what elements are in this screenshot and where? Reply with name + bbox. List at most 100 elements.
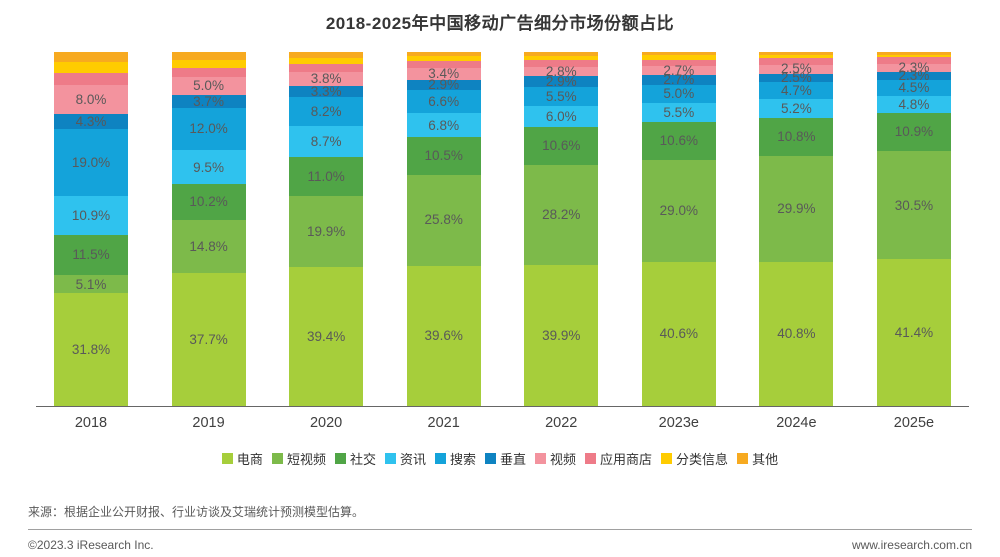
segment-value-label: 4.8% [898,96,930,112]
legend-swatch-other [737,453,749,464]
bar-segment-social: 11.5% [54,234,128,276]
legend-item-app-store: 应用商店 [585,449,652,468]
legend-swatch-classified-info [661,453,673,464]
segment-value-label: 29.0% [659,203,698,219]
legend-label-app-store: 应用商店 [600,452,653,467]
bar-segment-app-store [641,59,716,66]
segment-value-label: 29.9% [777,200,816,216]
bar-segment-vertical: 2.9% [524,75,599,88]
bar-segment-short-video: 14.8% [171,220,246,273]
segment-value-label: 31.8% [71,341,111,357]
bar-segment-classified-info [289,57,364,65]
segment-value-label: 39.6% [424,328,463,344]
legend-item-social: 社交 [334,449,376,468]
segment-value-label: 4.7% [780,83,812,99]
x-axis-label-2024e: 2024e [776,415,817,431]
website-link[interactable]: www.iresearch.com.cn [851,538,972,552]
segment-value-label: 41.4% [894,324,934,340]
segment-value-label: 25.8% [424,212,463,228]
segment-value-label: 5.0% [193,78,224,94]
segment-value-label: 3.3% [310,83,342,99]
legend-label-social: 社交 [349,452,376,467]
legend-swatch-ecommerce [221,453,233,464]
legend: 电商 短视频 社交 资讯 搜索 垂直 视频 应用商店 分类信息 其他 [0,449,1000,468]
bar-segment-ecommerce: 39.9% [524,264,599,406]
stacked-bar-2025e: 2.3% 2.3% 4.5% 4.8% 10.9% 30.5% 41.4% [876,52,951,406]
x-axis-label-2018: 2018 [74,415,108,431]
segment-value-label: 2.8% [545,63,577,79]
segment-value-label: 6.0% [545,109,577,125]
segment-value-label: 2.3% [898,68,930,84]
bar-segment-vertical: 2.5% [759,71,834,84]
legend-item-search: 搜索 [434,449,476,468]
bar-segment-short-video: 5.1% [54,275,128,294]
bar-segment-social: 10.9% [876,112,951,152]
x-axis-label-2023e: 2023e [658,415,699,431]
bar-segment-app-store [759,58,834,65]
bar-segment-other [406,52,481,56]
bar-segment-app-store [406,60,481,68]
bar-segment-vertical: 2.3% [876,68,951,84]
legend-label-vertical: 垂直 [500,452,527,467]
bar-segment-video: 3.4% [406,67,481,80]
x-axis-label-2022: 2022 [545,415,578,431]
segment-value-label: 11.5% [72,247,110,263]
stacked-bar-2024e: 2.5% 2.5% 4.7% 5.2% 10.8% 29.9% 40.8% [759,52,834,406]
bar-segment-vertical: 3.7% [171,95,246,108]
segment-value-label: 10.5% [424,148,463,164]
bar-segment-social: 10.6% [524,127,599,165]
bar-segment-classified-info [759,54,834,59]
segment-value-label: 11.0% [307,168,345,184]
bar-segment-news-feed: 6.0% [524,106,599,128]
segment-value-label: 9.5% [193,159,224,175]
bar-segment-app-store [171,68,246,78]
segment-value-label: 14.8% [189,238,228,254]
bars-container: 8.0% 4.3% 19.0% 10.9% 11.5% 5.1% 31.8% 5.0% 3.7%… [54,52,951,406]
bar-segment-social: 10.5% [406,137,481,175]
bar-segment-social: 10.6% [641,122,716,160]
bar-segment-ecommerce: 37.7% [171,272,246,406]
segment-value-label: 10.8% [777,128,816,144]
bar-segment-ecommerce: 40.6% [641,262,716,406]
legend-swatch-app-store [585,453,597,464]
segment-value-label: 5.5% [545,88,577,104]
segment-value-label: 3.8% [310,71,342,87]
legend-swatch-social [334,453,346,464]
chart-title: 2018-2025年中国移动广告细分市场份额占比 [325,14,675,33]
bar-segment-search: 12.0% [171,107,246,151]
bar-segment-other [524,52,599,56]
stacked-bar-2023e: 2.7% 2.7% 5.0% 5.5% 10.6% 29.0% 40.6% [641,52,716,406]
bar-segment-social: 10.2% [171,184,246,221]
legend-swatch-short-video [271,453,283,464]
bar-segment-video: 3.8% [289,71,364,87]
bar-segment-app-store [524,59,599,67]
legend-swatch-search [434,453,446,464]
segment-value-label: 8.0% [75,91,107,107]
copyright-text: ©2023.3 iResearch Inc. [28,538,154,552]
stacked-bar-2018: 8.0% 4.3% 19.0% 10.9% 11.5% 5.1% 31.8% [54,52,128,406]
source-note: 来源：根据企业公开财报、行业访谈及艾瑞统计预测模型估算。 [28,505,365,519]
bar-segment-news-feed: 9.5% [171,150,246,185]
segment-value-label: 30.5% [894,197,934,213]
footer-row: ©2023.3 iResearch Inc. www.iresearch.com… [28,538,972,552]
segment-value-label: 40.6% [659,326,698,342]
bar-segment-classified-info [54,61,128,73]
legend-swatch-news-feed [384,453,396,464]
segment-value-label: 2.7% [663,72,695,88]
segment-value-label: 19.0% [71,154,111,170]
segment-value-label: 19.9% [306,223,346,239]
segment-value-label: 10.9% [71,207,111,223]
segment-value-label: 5.1% [75,276,107,292]
x-axis-label-2019: 2019 [192,415,225,431]
segment-value-label: 8.2% [310,104,342,120]
bar-segment-vertical: 2.9% [406,78,481,91]
bar-segment-news-feed: 5.2% [759,99,834,118]
bar-segment-search: 6.6% [406,89,481,114]
segment-value-label: 28.2% [542,207,581,223]
bar-segment-social: 10.8% [759,117,834,156]
legend-label-ecommerce: 电商 [236,452,263,467]
legend-label-other: 其他 [752,452,779,467]
segment-value-label: 10.9% [894,124,934,140]
bar-segment-other [54,52,128,62]
segment-value-label: 10.2% [189,194,228,210]
